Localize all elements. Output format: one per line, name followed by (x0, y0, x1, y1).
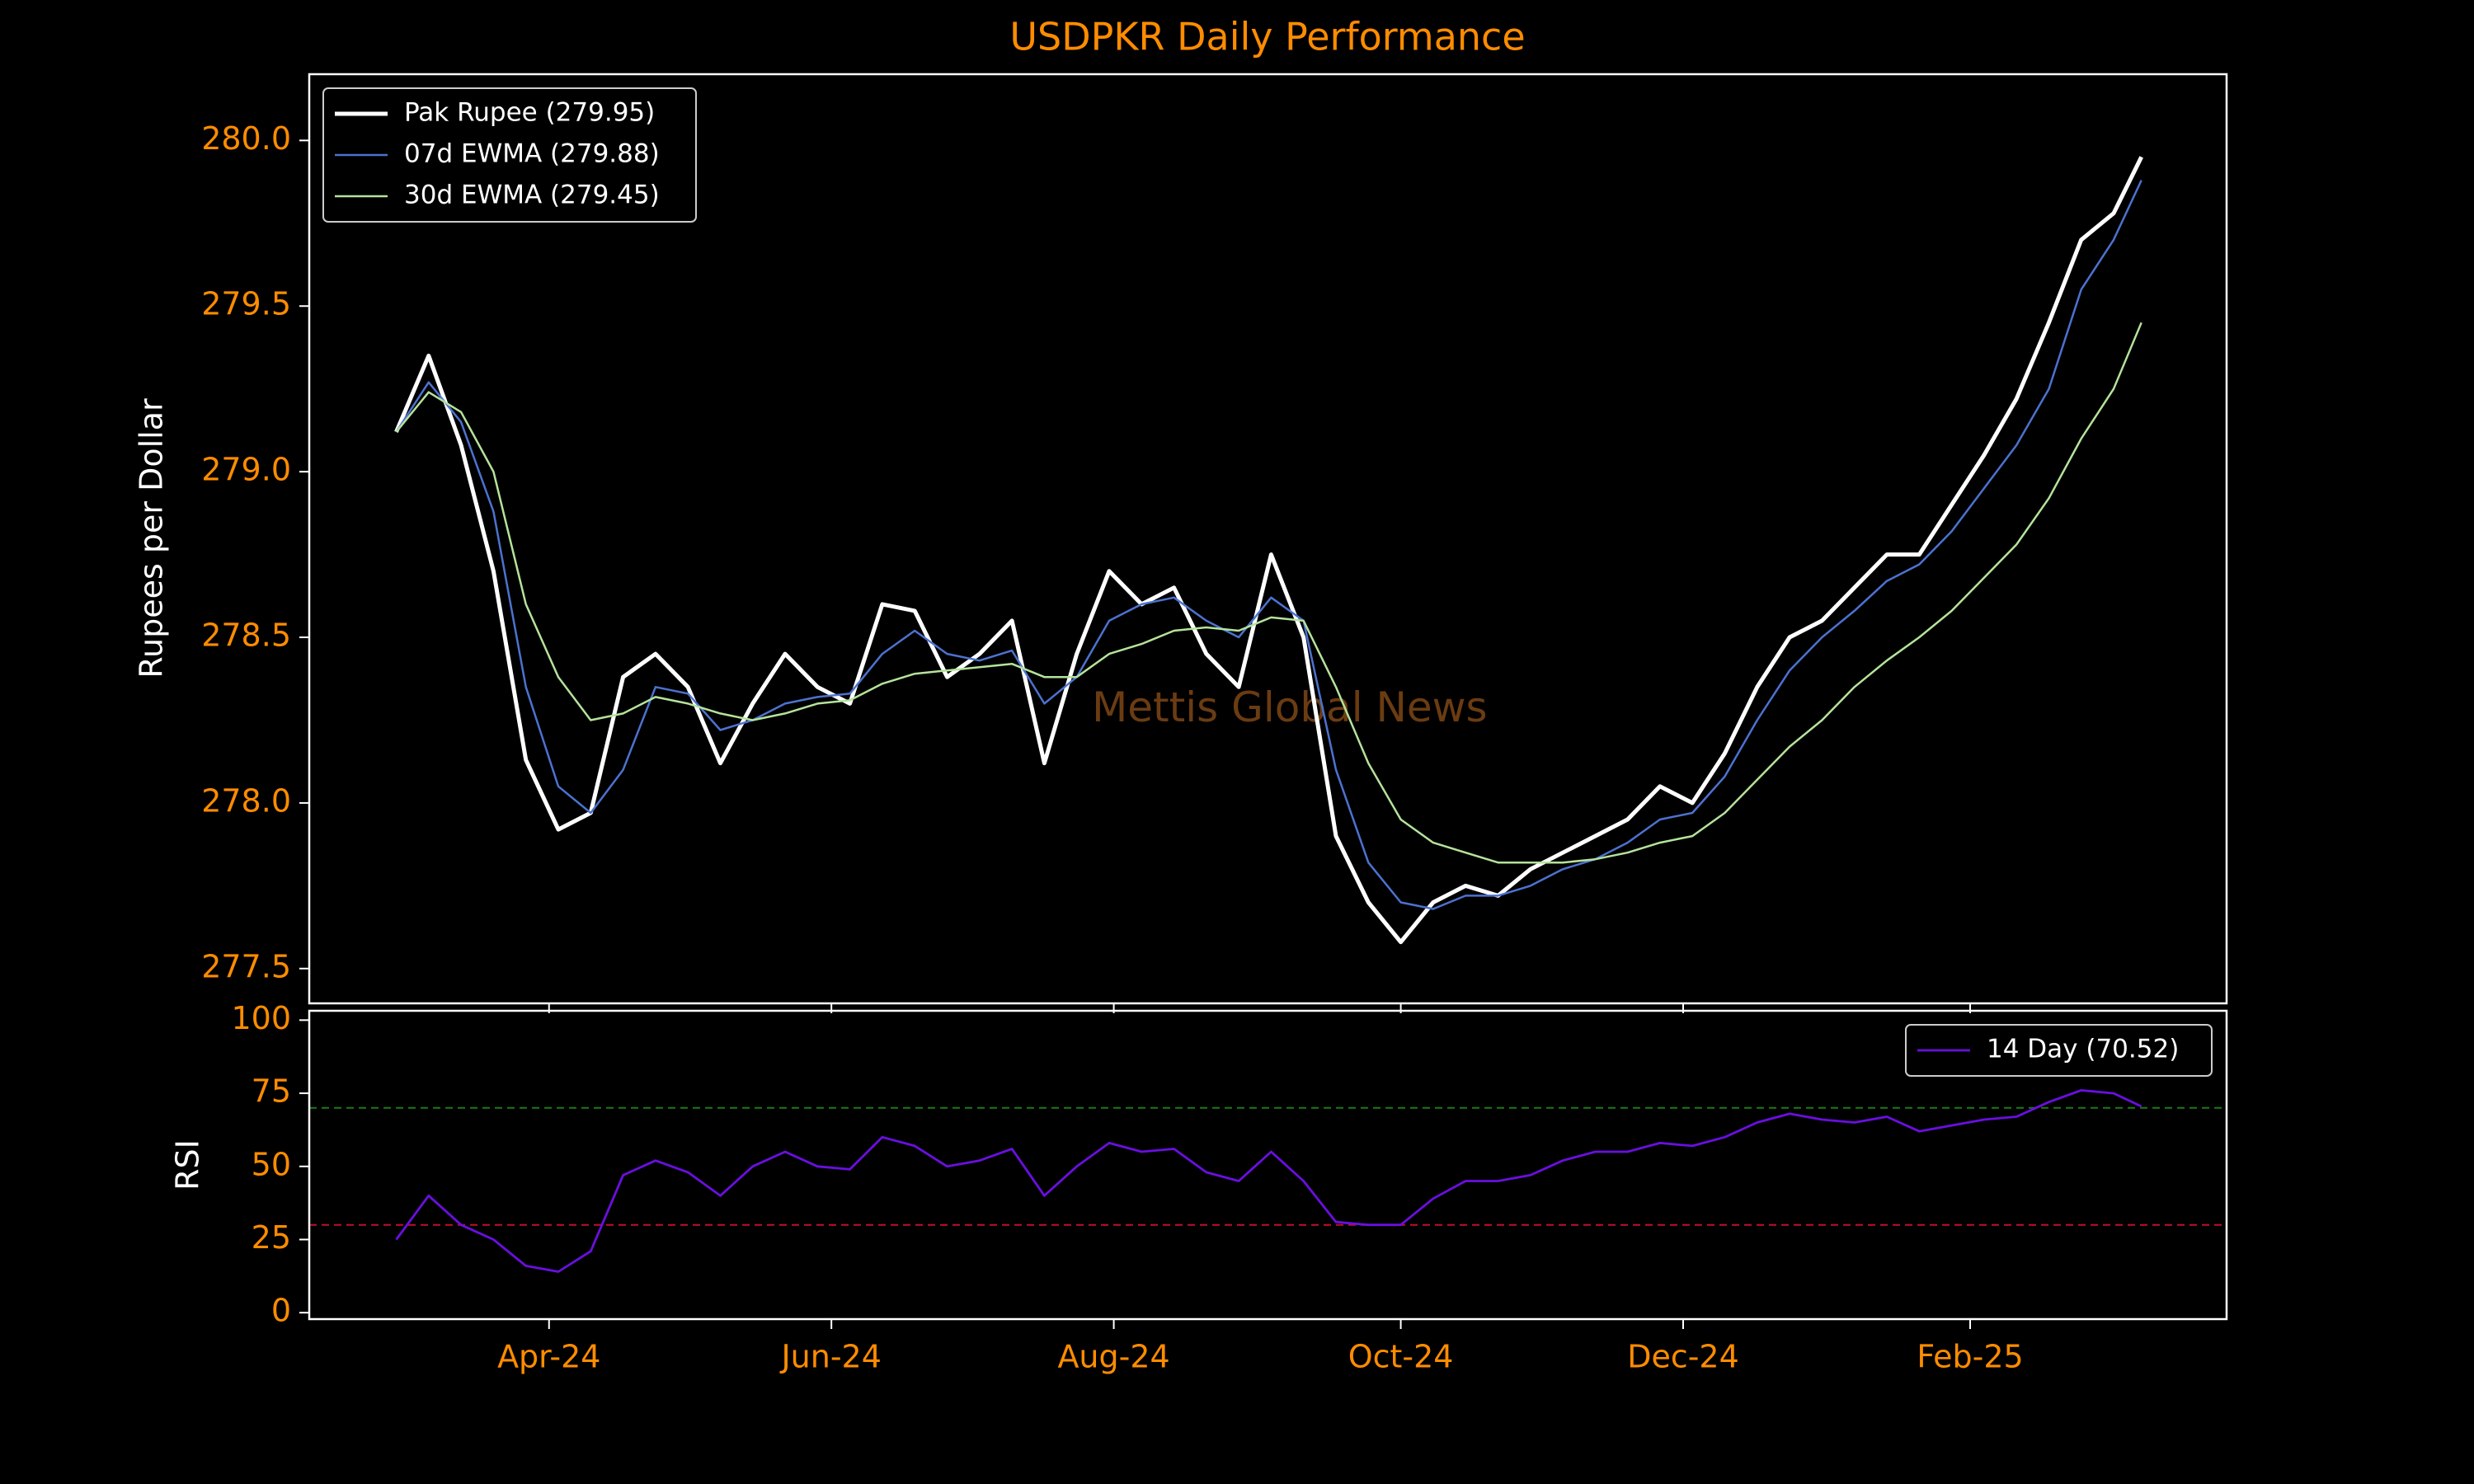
y-tick-label: 279.0 (201, 452, 291, 488)
series-line (395, 322, 2142, 864)
legend-label: 14 Day (70.52) (1987, 1035, 2179, 1064)
y-tick-label: 50 (252, 1146, 291, 1182)
watermark: Mettis Global News (1092, 683, 1487, 731)
y-tick-label: 279.5 (201, 286, 291, 322)
series-line (394, 156, 2143, 945)
x-tick-label: Aug-24 (1057, 1339, 1169, 1375)
series-line (395, 180, 2142, 910)
y-tick-label: 100 (231, 1000, 291, 1036)
series-line (395, 1089, 2142, 1273)
chart-title: USDPKR Daily Performance (1009, 15, 1525, 59)
y-axis-label: RSI (170, 1139, 206, 1190)
legend-label: Pak Rupee (279.95) (404, 98, 655, 128)
y-tick-label: 75 (252, 1073, 291, 1110)
y-axis-label: Rupees per Dollar (134, 398, 170, 679)
y-tick-label: 0 (271, 1293, 291, 1329)
x-tick-label: Apr-24 (497, 1339, 600, 1375)
legend-label: 07d EWMA (279.88) (404, 139, 660, 169)
y-tick-label: 280.0 (201, 120, 291, 157)
legend-box (1905, 1024, 2213, 1077)
y-tick-label: 277.5 (201, 948, 291, 984)
y-tick-label: 278.0 (201, 782, 291, 819)
y-tick-label: 278.5 (201, 618, 291, 654)
x-tick-label: Dec-24 (1627, 1339, 1739, 1375)
plot-frame (308, 73, 2228, 1005)
y-tick-label: 25 (252, 1219, 291, 1256)
legend-label: 30d EWMA (279.45) (404, 181, 660, 210)
x-tick-label: Oct-24 (1348, 1339, 1454, 1375)
x-tick-label: Feb-25 (1917, 1339, 2023, 1375)
x-tick-label: Jun-24 (779, 1339, 881, 1375)
plot-frame (308, 1009, 2228, 1321)
legend-box (322, 87, 697, 223)
